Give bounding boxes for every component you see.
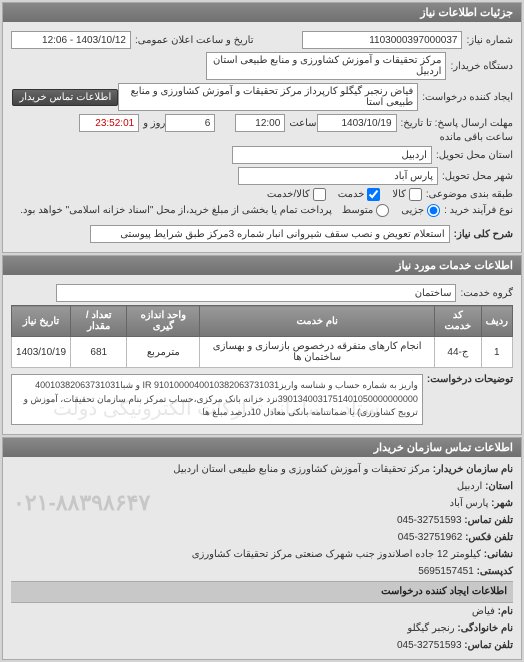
- table-row: 1 ج-44 انجام کارهای متفرقه درخصوص بازساز…: [12, 337, 513, 368]
- col-row: ردیف: [481, 306, 512, 337]
- desc-label: توضیحات درخواست:: [427, 374, 513, 385]
- cell-code: ج-44: [435, 337, 481, 368]
- cell-row: 1: [481, 337, 512, 368]
- c-postal-label: کدپستی:: [477, 566, 513, 577]
- cat-services-checkbox[interactable]: [367, 188, 380, 201]
- c-address-label: نشانی:: [484, 549, 513, 560]
- services-header: اطلاعات خدمات مورد نیاز: [3, 256, 521, 275]
- cat-both-checkbox[interactable]: [313, 188, 326, 201]
- contact-panel: اطلاعات تماس سازمان خریدار نام سازمان خر…: [2, 437, 522, 660]
- services-panel: اطلاعات خدمات مورد نیاز گروه خدمت: ساختم…: [2, 255, 522, 435]
- service-group-value: ساختمان: [56, 284, 456, 302]
- c-family-value: رنجبر گیگلو: [407, 623, 454, 634]
- c-name-label: نام:: [498, 606, 513, 617]
- service-group-label: گروه خدمت:: [460, 288, 513, 299]
- big-phone-watermark: ۰۲۱-۸۸۳۹۸۶۴۷: [13, 485, 150, 520]
- cat-goods-label: کالا: [392, 189, 406, 200]
- col-name: نام خدمت: [200, 306, 435, 337]
- announce-label: تاریخ و ساعت اعلان عمومی:: [135, 35, 254, 46]
- cat-both-label: کالا/خدمت: [267, 189, 310, 200]
- process-note: پرداخت تمام یا بخشی از مبلغ خرید،از محل …: [20, 205, 332, 216]
- proc-medium-radio[interactable]: [376, 204, 389, 217]
- city-value: پارس آباد: [238, 167, 438, 185]
- c-phone2-value: 32751593-045: [397, 640, 462, 651]
- creator-subheader: اطلاعات ایجاد کننده درخواست: [11, 581, 513, 603]
- cat-goods-checkbox[interactable]: [409, 188, 422, 201]
- cell-qty: 681: [71, 337, 127, 368]
- description-text: واریز به شماره حساب و شناسه واریز9101000…: [24, 380, 418, 417]
- col-unit: واحد اندازه گیری: [127, 306, 200, 337]
- col-code: کد خدمت: [435, 306, 481, 337]
- proc-medium-option[interactable]: متوسط: [342, 204, 389, 217]
- services-table: ردیف کد خدمت نام خدمت واحد اندازه گیری ت…: [11, 305, 513, 368]
- days-label: روز و: [143, 118, 165, 129]
- contact-buyer-button[interactable]: اطلاعات تماس خریدار: [12, 89, 118, 106]
- cell-date: 1403/10/19: [12, 337, 71, 368]
- remain-time: 23:52:01: [79, 114, 139, 132]
- proc-small-label: جزیی: [401, 205, 424, 216]
- number-label: شماره نیاز:: [466, 35, 513, 46]
- title-value: استعلام تعویض و نصب سقف شیروانی انبار شم…: [90, 225, 450, 243]
- c-postal-value: 5695157451: [418, 566, 474, 577]
- c-fax-value: 32751962-045: [398, 532, 463, 543]
- number-value: 1103000397000037: [302, 31, 462, 49]
- cat-services-label: خدمت: [338, 189, 365, 200]
- c-name-value: فیاض: [472, 606, 495, 617]
- col-qty: تعداد / مقدار: [71, 306, 127, 337]
- buyer-value: مرکز تحقیقات و آموزش کشاورزی و منابع طبی…: [206, 52, 446, 80]
- need-info-panel: جزئیات اطلاعات نیاز شماره نیاز: 11030003…: [2, 2, 522, 253]
- c-province-label: استان:: [485, 481, 513, 492]
- description-box: واریز به شماره حساب و شناسه واریز9101000…: [11, 374, 423, 425]
- proc-small-radio[interactable]: [427, 204, 440, 217]
- buyer-label: دستگاه خریدار:: [450, 61, 513, 72]
- col-date: تاریخ نیاز: [12, 306, 71, 337]
- category-label: طبقه بندی موضوعی:: [426, 189, 513, 200]
- deadline-date: 1403/10/19: [317, 114, 397, 132]
- cell-unit: مترمربع: [127, 337, 200, 368]
- c-phone-label: تلفن تماس:: [464, 515, 513, 526]
- cat-both-option[interactable]: کالا/خدمت: [267, 188, 326, 201]
- deadline-label: مهلت ارسال پاسخ: تا تاریخ:: [401, 118, 513, 129]
- time-label-1: ساعت: [289, 118, 316, 129]
- creator-value: فیاض رنجبر گیگلو کارپرداز مرکز تحقیقات و…: [118, 83, 418, 111]
- c-city-label: شهر:: [491, 498, 513, 509]
- c-address-value: کیلومتر 12 جاده اصلاندوز جنب شهرک صنعتی …: [192, 549, 481, 560]
- c-fax-label: تلفن فکس:: [465, 532, 513, 543]
- proc-medium-label: متوسط: [342, 205, 373, 216]
- c-family-label: نام خانوادگی:: [457, 623, 513, 634]
- org-label: نام سازمان خریدار:: [433, 464, 513, 475]
- cell-name: انجام کارهای متفرقه درخصوص بازسازی و بهس…: [200, 337, 435, 368]
- title-label: شرح کلی نیاز:: [454, 229, 513, 240]
- need-info-header: جزئیات اطلاعات نیاز: [3, 3, 521, 22]
- city-label: شهر محل تحویل:: [442, 171, 513, 182]
- creator-label: ایجاد کننده درخواست:: [422, 92, 513, 103]
- province-value: اردبیل: [232, 146, 432, 164]
- c-city-value: پارس آباد: [450, 498, 489, 509]
- c-phone2-label: تلفن تماس:: [464, 640, 513, 651]
- process-label: نوع فرآیند خرید :: [444, 205, 513, 216]
- cat-goods-option[interactable]: کالا: [392, 188, 422, 201]
- c-province-value: اردبیل: [457, 481, 482, 492]
- remain-label: ساعت باقی مانده: [440, 132, 513, 143]
- announce-value: 1403/10/12 - 12:06: [11, 31, 131, 49]
- org-value: مرکز تحقیقات و آموزش کشاورزی و منابع طبی…: [173, 464, 430, 475]
- deadline-time: 12:00: [235, 114, 285, 132]
- contact-header: اطلاعات تماس سازمان خریدار: [3, 438, 521, 457]
- c-phone-value: 32751593-045: [397, 515, 462, 526]
- proc-small-option[interactable]: جزیی: [401, 204, 440, 217]
- days-value: 6: [165, 114, 215, 132]
- province-label: استان محل تحویل:: [436, 150, 513, 161]
- cat-services-option[interactable]: خدمت: [338, 188, 381, 201]
